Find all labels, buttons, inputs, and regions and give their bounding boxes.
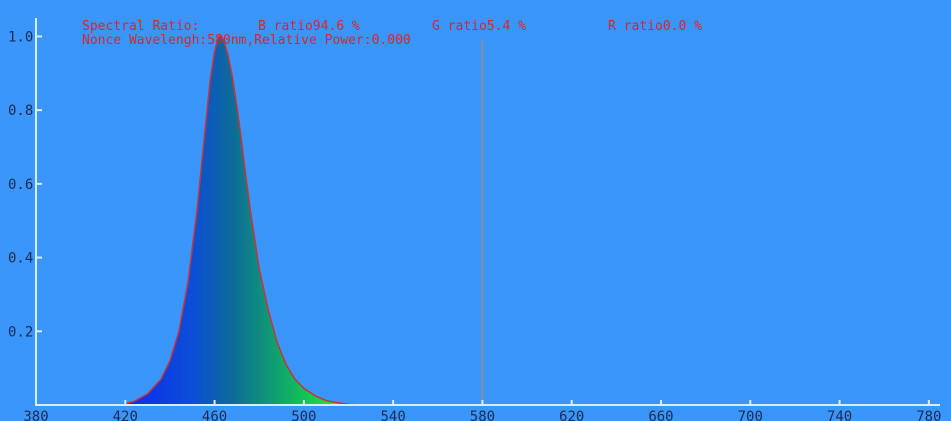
x-tick-label: 660 bbox=[648, 409, 673, 421]
y-tick-label: 0.8 bbox=[8, 103, 33, 119]
spectrum-curve bbox=[120, 35, 360, 406]
y-tick-label: 0.6 bbox=[8, 177, 33, 193]
y-tick-label: 1.0 bbox=[8, 29, 33, 45]
x-tick-label: 540 bbox=[380, 409, 405, 421]
g-ratio: G ratio5.4 % bbox=[432, 19, 526, 34]
r-ratio: R ratio0.0 % bbox=[608, 19, 702, 34]
x-tick-label: 740 bbox=[827, 409, 852, 421]
x-tick-label: 580 bbox=[470, 409, 495, 421]
spectral-ratio-label: Spectral Ratio: bbox=[82, 19, 199, 34]
x-tick-label: 380 bbox=[23, 409, 48, 421]
x-tick-label: 460 bbox=[202, 409, 227, 421]
cursor-readout: Nonce Wavelengh:580nm,Relative Power:0.0… bbox=[82, 33, 411, 48]
x-tick-label: 780 bbox=[916, 409, 941, 421]
y-tick-label: 0.4 bbox=[8, 251, 33, 267]
x-tick-label: 700 bbox=[738, 409, 763, 421]
x-tick-label: 420 bbox=[113, 409, 138, 421]
x-tick-label: 500 bbox=[291, 409, 316, 421]
y-tick-label: 0.2 bbox=[8, 324, 33, 340]
b-ratio: B ratio94.6 % bbox=[258, 19, 360, 34]
x-tick-label: 620 bbox=[559, 409, 584, 421]
spectrum-area bbox=[120, 36, 360, 406]
